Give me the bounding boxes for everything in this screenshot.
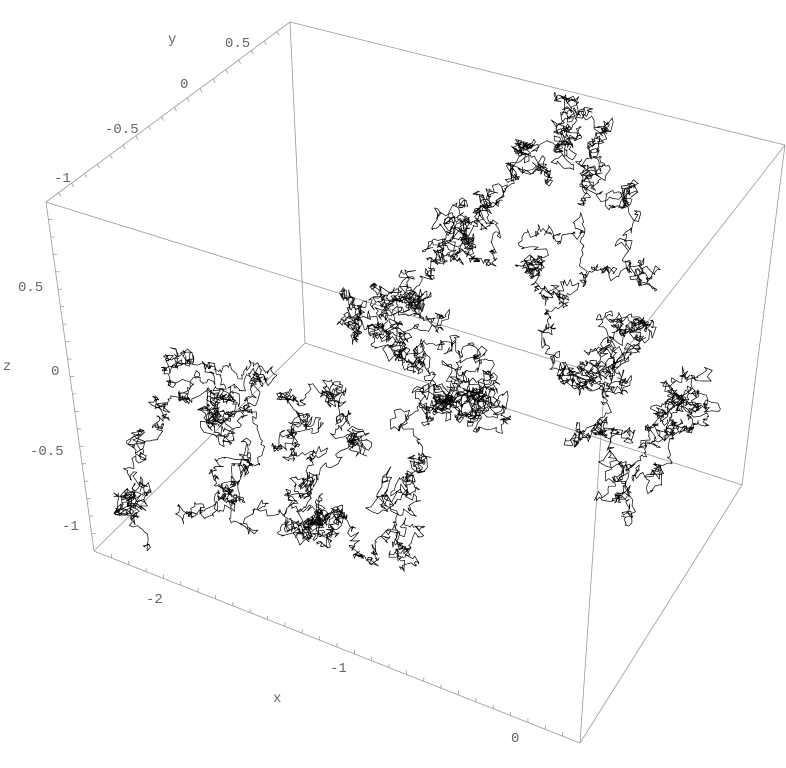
axis-tick (84, 173, 87, 178)
axis-ticks (48, 31, 564, 737)
axis-tick (276, 31, 280, 36)
axis-tick (174, 107, 177, 112)
axis-tick (135, 135, 139, 140)
axis-tick (238, 59, 241, 65)
axis-tick (161, 116, 164, 121)
y-tick-label: 0.5 (225, 36, 250, 52)
axis-tick (109, 154, 113, 159)
x-axis-label: x (273, 691, 281, 707)
axis-tick (58, 192, 62, 197)
z-tick-label: -1 (62, 519, 79, 535)
box-edge (93, 342, 306, 552)
z-tick-label: 0 (51, 364, 59, 380)
axis-tick (251, 50, 254, 55)
x-tick-label: -1 (330, 661, 347, 677)
box-edge (604, 144, 786, 377)
x-tick-label: 0 (511, 731, 519, 747)
y-axis-label: y (168, 32, 176, 48)
bounding-box (45, 21, 786, 744)
axis-tick (148, 126, 152, 131)
axis-tick (225, 69, 229, 74)
box-edge (289, 21, 306, 344)
y-tick-label: 0 (180, 77, 188, 93)
x-tick-label: -2 (146, 592, 163, 608)
box-edge (579, 484, 743, 744)
axis-tick (199, 88, 203, 93)
random-walk-path (113, 91, 721, 572)
z-tick-label: 0.5 (18, 280, 43, 296)
box-edge (579, 375, 606, 744)
axis-tick (186, 97, 190, 102)
box-edge (289, 21, 786, 146)
box-edge (741, 144, 786, 486)
axis-tick (71, 182, 75, 188)
axis-tick (122, 144, 126, 150)
box-edge (45, 201, 606, 377)
y-tick-label: -1 (54, 171, 71, 187)
z-tick-label: -0.5 (30, 444, 64, 460)
z-axis-label: z (3, 359, 11, 375)
axis-tick (97, 163, 100, 169)
axis-tick (263, 40, 267, 46)
axis-tick (212, 78, 216, 84)
y-tick-label: -0.5 (105, 122, 139, 138)
box-edge (304, 342, 743, 486)
box-edge (45, 21, 291, 203)
